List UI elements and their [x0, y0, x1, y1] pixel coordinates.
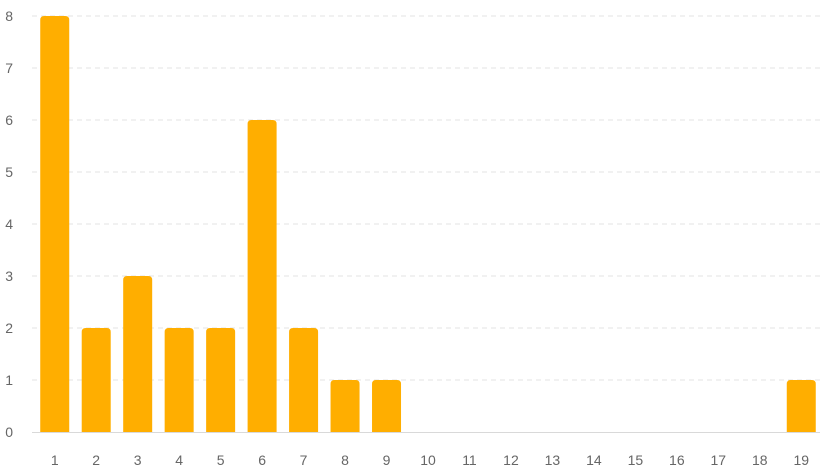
x-tick-label: 4 [175, 452, 183, 468]
y-tick-label: 4 [5, 216, 13, 232]
y-axis: 0 1 2 3 4 5 6 7 8 [5, 8, 13, 440]
x-tick-label: 19 [793, 452, 809, 468]
x-tick-label: 16 [669, 452, 685, 468]
x-tick-label: 6 [258, 452, 266, 468]
x-tick-label: 18 [752, 452, 768, 468]
bar-9[interactable] [372, 380, 402, 432]
y-tick-label: 2 [5, 320, 13, 336]
bar-8[interactable] [330, 380, 360, 432]
y-tick-label: 1 [5, 372, 13, 388]
y-tick-label: 0 [5, 424, 13, 440]
x-tick-label: 2 [92, 452, 100, 468]
x-tick-label: 17 [711, 452, 727, 468]
x-tick-label: 3 [134, 452, 142, 468]
x-tick-label: 8 [341, 452, 349, 468]
x-tick-label: 15 [628, 452, 644, 468]
x-tick-label: 13 [545, 452, 561, 468]
bar-19[interactable] [786, 380, 816, 432]
y-tick-label: 5 [5, 164, 13, 180]
bar-6[interactable] [247, 120, 277, 432]
bar-2[interactable] [81, 328, 111, 432]
y-tick-label: 8 [5, 8, 13, 24]
x-tick-label: 10 [420, 452, 436, 468]
x-tick-label: 14 [586, 452, 602, 468]
x-tick-label: 5 [217, 452, 225, 468]
y-tick-label: 6 [5, 112, 13, 128]
bar-1[interactable] [40, 16, 70, 432]
bar-5[interactable] [206, 328, 236, 432]
bars-layer [40, 16, 816, 432]
x-tick-label: 12 [503, 452, 519, 468]
y-tick-label: 3 [5, 268, 13, 284]
x-axis: 1 2 3 4 5 6 7 8 9 10 11 12 13 14 15 16 17 18 19 [32, 432, 820, 468]
bar-3[interactable] [123, 276, 153, 432]
x-tick-label: 7 [300, 452, 308, 468]
bar-7[interactable] [289, 328, 319, 432]
y-tick-label: 7 [5, 60, 13, 76]
x-tick-label: 9 [383, 452, 391, 468]
bar-4[interactable] [164, 328, 194, 432]
x-tick-label: 1 [51, 452, 59, 468]
x-tick-label: 11 [462, 452, 477, 468]
